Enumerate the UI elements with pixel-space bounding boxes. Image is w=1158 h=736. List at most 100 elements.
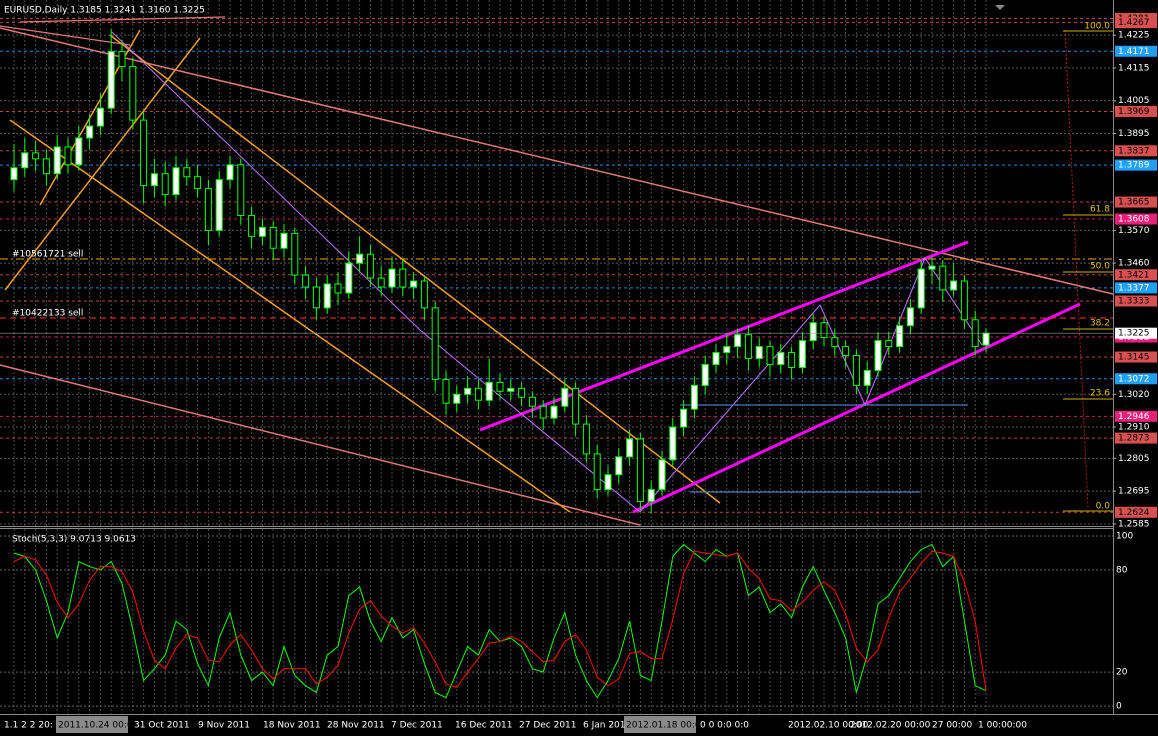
candle-body [442,378,450,404]
candle-body [21,152,29,169]
trend-line [0,27,1114,295]
candle-body [528,396,536,407]
candle-body [64,146,72,166]
level-label: 1.4171 [1118,47,1150,57]
candle-body [204,188,212,231]
y-tick-label: 100 [1116,531,1133,541]
candle-body [86,125,94,139]
y-tick-label: 1.3570 [1118,226,1150,236]
y-tick-label: 1.2695 [1118,487,1150,497]
candle-body [464,387,472,395]
candle-body [658,459,666,491]
candle-body [280,232,288,249]
candle-body [680,408,688,428]
candle-body [215,179,223,231]
candle-body [582,423,590,455]
candle-body [928,265,936,270]
order-label: #10561721 sell [12,250,83,260]
level-label: 1.3665 [1118,198,1150,208]
candle-body [150,173,158,187]
y-tick-label: 1.4115 [1118,63,1150,73]
candle-body [636,438,644,503]
candle-body [53,146,61,175]
candle-body [939,265,947,291]
candle-body [507,387,515,392]
time-label: 31 Oct 2011 [134,721,190,731]
level-label: 1.3789 [1118,161,1150,171]
level-label: 1.3969 [1118,107,1150,117]
candle-body [906,307,914,327]
candle-body [896,325,904,348]
candle-body [75,137,83,166]
candle-body [820,322,828,339]
y-tick-label: 80 [1116,565,1128,575]
candle-body [518,387,526,398]
time-label: 9 Nov 2011 [198,721,250,731]
candle-body [291,232,299,276]
time-label: 1.1 2 2 20: [4,721,53,731]
stoch-line [13,550,987,691]
candle-body [194,176,202,190]
channel-line [109,34,721,504]
zigzag [111,31,641,513]
y-tick-label: 1.4005 [1118,96,1150,106]
level-box [1115,17,1157,29]
level-label: 1.3377 [1118,283,1150,293]
time-label: 2011.10.24 00:00 [58,721,139,731]
time-highlight [56,716,128,733]
candle-body [723,346,731,354]
candle-body [734,334,742,348]
candle-body [237,164,245,216]
level-box [1115,506,1157,518]
candle-body [248,214,256,237]
fibo-label: 38.2 [1090,319,1110,329]
fibo-label: 23.6 [1090,389,1110,399]
y-tick-label: 1.3460 [1118,259,1150,269]
level-box [1115,410,1157,422]
trend-line [0,25,131,46]
trend-line [0,364,641,526]
time-label: 6 Jan 201 [583,721,626,731]
time-label: 18 Nov 2011 [263,721,321,731]
candle-body [917,268,925,309]
y-tick-label: 20 [1116,668,1128,678]
level-label: 1.4267 [1118,18,1150,28]
channel-line [4,37,201,291]
candle-body [647,489,655,503]
scroll-marker [995,5,1005,10]
candle-body [550,405,558,419]
candle-body [626,438,634,458]
candle-body [852,355,860,386]
candle-body [798,340,806,368]
level-label: 1.3072 [1118,374,1150,384]
level-box [1115,351,1157,363]
candle-body [183,167,191,178]
candle-body [874,340,882,371]
candle-body [377,277,385,288]
candle-body [10,167,18,181]
candle-body [615,456,623,476]
candle-body [345,262,353,294]
candle-body [701,363,709,386]
candle-body [42,158,50,175]
channel-line [9,119,571,513]
candle-body [593,453,601,491]
y-tick-label: 1.2910 [1118,423,1150,433]
fibo-labels: 100.0 61.8 50.0 38.2 23.6 0.0 [1084,22,1110,512]
candle-body [161,173,169,196]
time-label: 0 0 0:0 0:0 [700,721,749,731]
level-box [1115,45,1157,57]
channel-line [632,302,1081,514]
level-box [1115,295,1157,307]
candle-body [356,253,364,264]
level-box [1115,269,1157,281]
level-box [1115,105,1157,117]
candle-body [885,340,893,348]
candle-body [842,346,850,357]
level-box [1115,373,1157,385]
candle-body [410,280,418,288]
fibo-label: 100.0 [1084,22,1110,32]
candle-body [809,322,817,342]
